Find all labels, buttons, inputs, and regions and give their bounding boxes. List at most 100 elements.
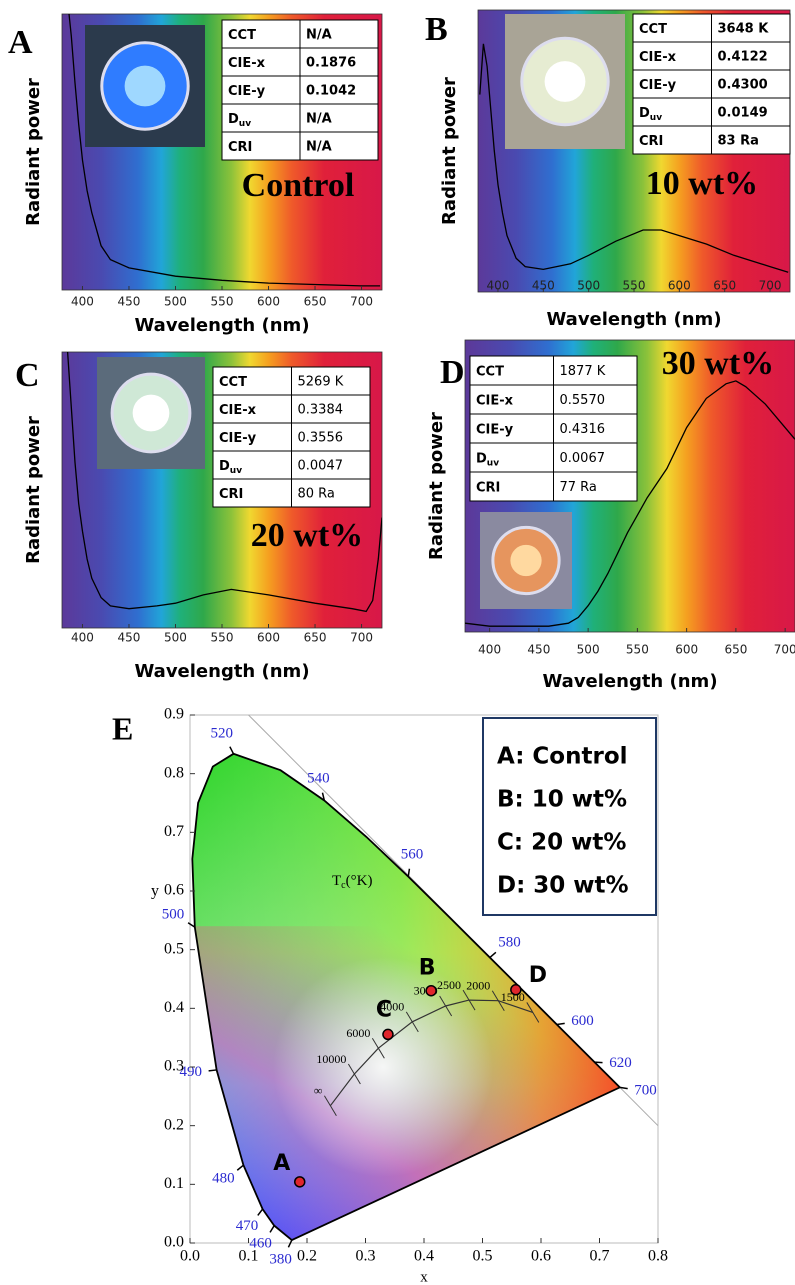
x-tick-label: 450	[527, 643, 550, 657]
table-label: CIE-x	[228, 56, 266, 71]
x-axis-label: Wavelength (nm)	[546, 309, 721, 330]
x-tick-label: 600	[675, 643, 698, 657]
panel-letter: B	[425, 11, 448, 48]
y-axis-label: Radiant power	[23, 78, 44, 226]
x-tick-label: 550	[211, 295, 234, 309]
table-value: 5269 K	[298, 375, 344, 390]
x-tick-label: 650	[304, 295, 327, 309]
table-value: 3648 K	[718, 22, 770, 37]
panel-letter: A	[8, 24, 33, 61]
x-tick-label: 450	[118, 631, 141, 645]
table-label: CIE-y	[228, 84, 266, 99]
x-axis-label: x	[420, 1269, 428, 1285]
x-tick-label: 0.8	[648, 1248, 668, 1265]
table-label: CIE-x	[219, 403, 257, 418]
x-tick-label: 400	[71, 295, 94, 309]
table-value: 0.0149	[718, 106, 768, 121]
x-tick-label: 0.2	[297, 1248, 317, 1265]
point-label: B	[419, 956, 436, 981]
table-value: 83 Ra	[718, 134, 759, 149]
y-tick-label: 0.6	[164, 882, 184, 899]
table-value: N/A	[306, 140, 332, 155]
y-tick-label: 0.4	[164, 999, 184, 1016]
x-tick-label: 550	[623, 279, 646, 293]
x-tick-label: 400	[487, 279, 510, 293]
photo-led-center	[510, 545, 541, 576]
point-label: C	[376, 997, 392, 1022]
table-label: CRI	[639, 134, 663, 149]
sample-label: 10 wt%	[646, 165, 758, 202]
planck-title: Tc(°K)	[332, 873, 372, 891]
table-value: 0.0067	[560, 451, 606, 466]
table-value: 0.3384	[298, 403, 344, 418]
planck-label: 6000	[346, 1026, 370, 1040]
x-tick-label: 700	[350, 295, 373, 309]
table-label: CRI	[219, 487, 243, 502]
y-axis-label: y	[151, 883, 159, 900]
wavelength-label: 380	[269, 1251, 292, 1267]
wavelength-label: 560	[401, 846, 424, 862]
x-axis-label: Wavelength (nm)	[134, 661, 309, 682]
y-axis-label: Radiant power	[426, 412, 447, 560]
photo-led-center	[545, 61, 586, 102]
table-label: CCT	[228, 28, 256, 43]
table-value: 77 Ra	[560, 480, 597, 495]
table-value: 0.1042	[306, 84, 356, 99]
panel-letter: C	[15, 357, 40, 394]
table-value: 1877 K	[560, 364, 606, 379]
x-tick-label: 650	[724, 643, 747, 657]
table-value: 0.4316	[560, 422, 606, 437]
x-tick-label: 700	[350, 631, 373, 645]
y-axis-label: Radiant power	[23, 416, 44, 564]
table-label: CRI	[476, 480, 500, 495]
y-tick-label: 0.9	[164, 706, 184, 723]
wavelength-label: 540	[307, 771, 330, 787]
planck-label: 2000	[466, 978, 490, 992]
x-axis-label: Wavelength (nm)	[134, 315, 309, 336]
table-label: CIE-x	[476, 393, 514, 408]
y-tick-label: 0.7	[164, 823, 184, 840]
x-tick-label: 500	[577, 643, 600, 657]
table-value: 0.5570	[560, 393, 606, 408]
x-tick-label: 550	[626, 643, 649, 657]
x-tick-label: 700	[759, 279, 782, 293]
x-tick-label: 0.6	[531, 1248, 551, 1265]
table-label: CCT	[219, 375, 247, 390]
y-axis-label: Radiant power	[439, 77, 460, 225]
wavelength-label: 700	[634, 1082, 657, 1098]
legend-entry: C: 20 wt%	[497, 830, 626, 856]
legend-entry: D: 30 wt%	[497, 873, 629, 899]
sample-label: Control	[242, 167, 355, 204]
table-value: N/A	[306, 112, 332, 127]
photo-led-center	[125, 66, 166, 107]
panel-letter: E	[112, 710, 133, 746]
x-tick-label: 500	[577, 279, 600, 293]
x-tick-label: 600	[257, 295, 280, 309]
table-value: 0.1876	[306, 56, 356, 71]
planck-label: 10000	[316, 1052, 346, 1066]
x-tick-label: 0.7	[590, 1248, 610, 1265]
table-label: CIE-y	[219, 431, 257, 446]
x-tick-label: 500	[164, 631, 187, 645]
y-tick-label: 0.3	[164, 1058, 184, 1075]
x-tick-label: 600	[257, 631, 280, 645]
legend-entry: A: Control	[497, 744, 628, 770]
x-tick-label: 650	[713, 279, 736, 293]
x-tick-label: 400	[71, 631, 94, 645]
data-point	[511, 985, 521, 995]
x-tick-label: 0.3	[356, 1248, 376, 1265]
table-value: 80 Ra	[298, 487, 335, 502]
table-label: CIE-y	[639, 78, 677, 93]
locus-tick	[209, 1070, 217, 1071]
y-tick-label: 0.5	[164, 940, 184, 957]
x-tick-label: 550	[211, 631, 234, 645]
x-tick-label: 450	[118, 295, 141, 309]
wavelength-label: 620	[609, 1055, 632, 1071]
x-tick-label: 0.5	[473, 1248, 493, 1265]
wavelength-label: 470	[236, 1218, 259, 1234]
wavelength-label: 600	[571, 1013, 594, 1029]
x-axis-label: Wavelength (nm)	[542, 671, 717, 692]
table-value: 0.3556	[298, 431, 344, 446]
table-value: N/A	[306, 28, 332, 43]
panel-letter: D	[440, 354, 465, 391]
